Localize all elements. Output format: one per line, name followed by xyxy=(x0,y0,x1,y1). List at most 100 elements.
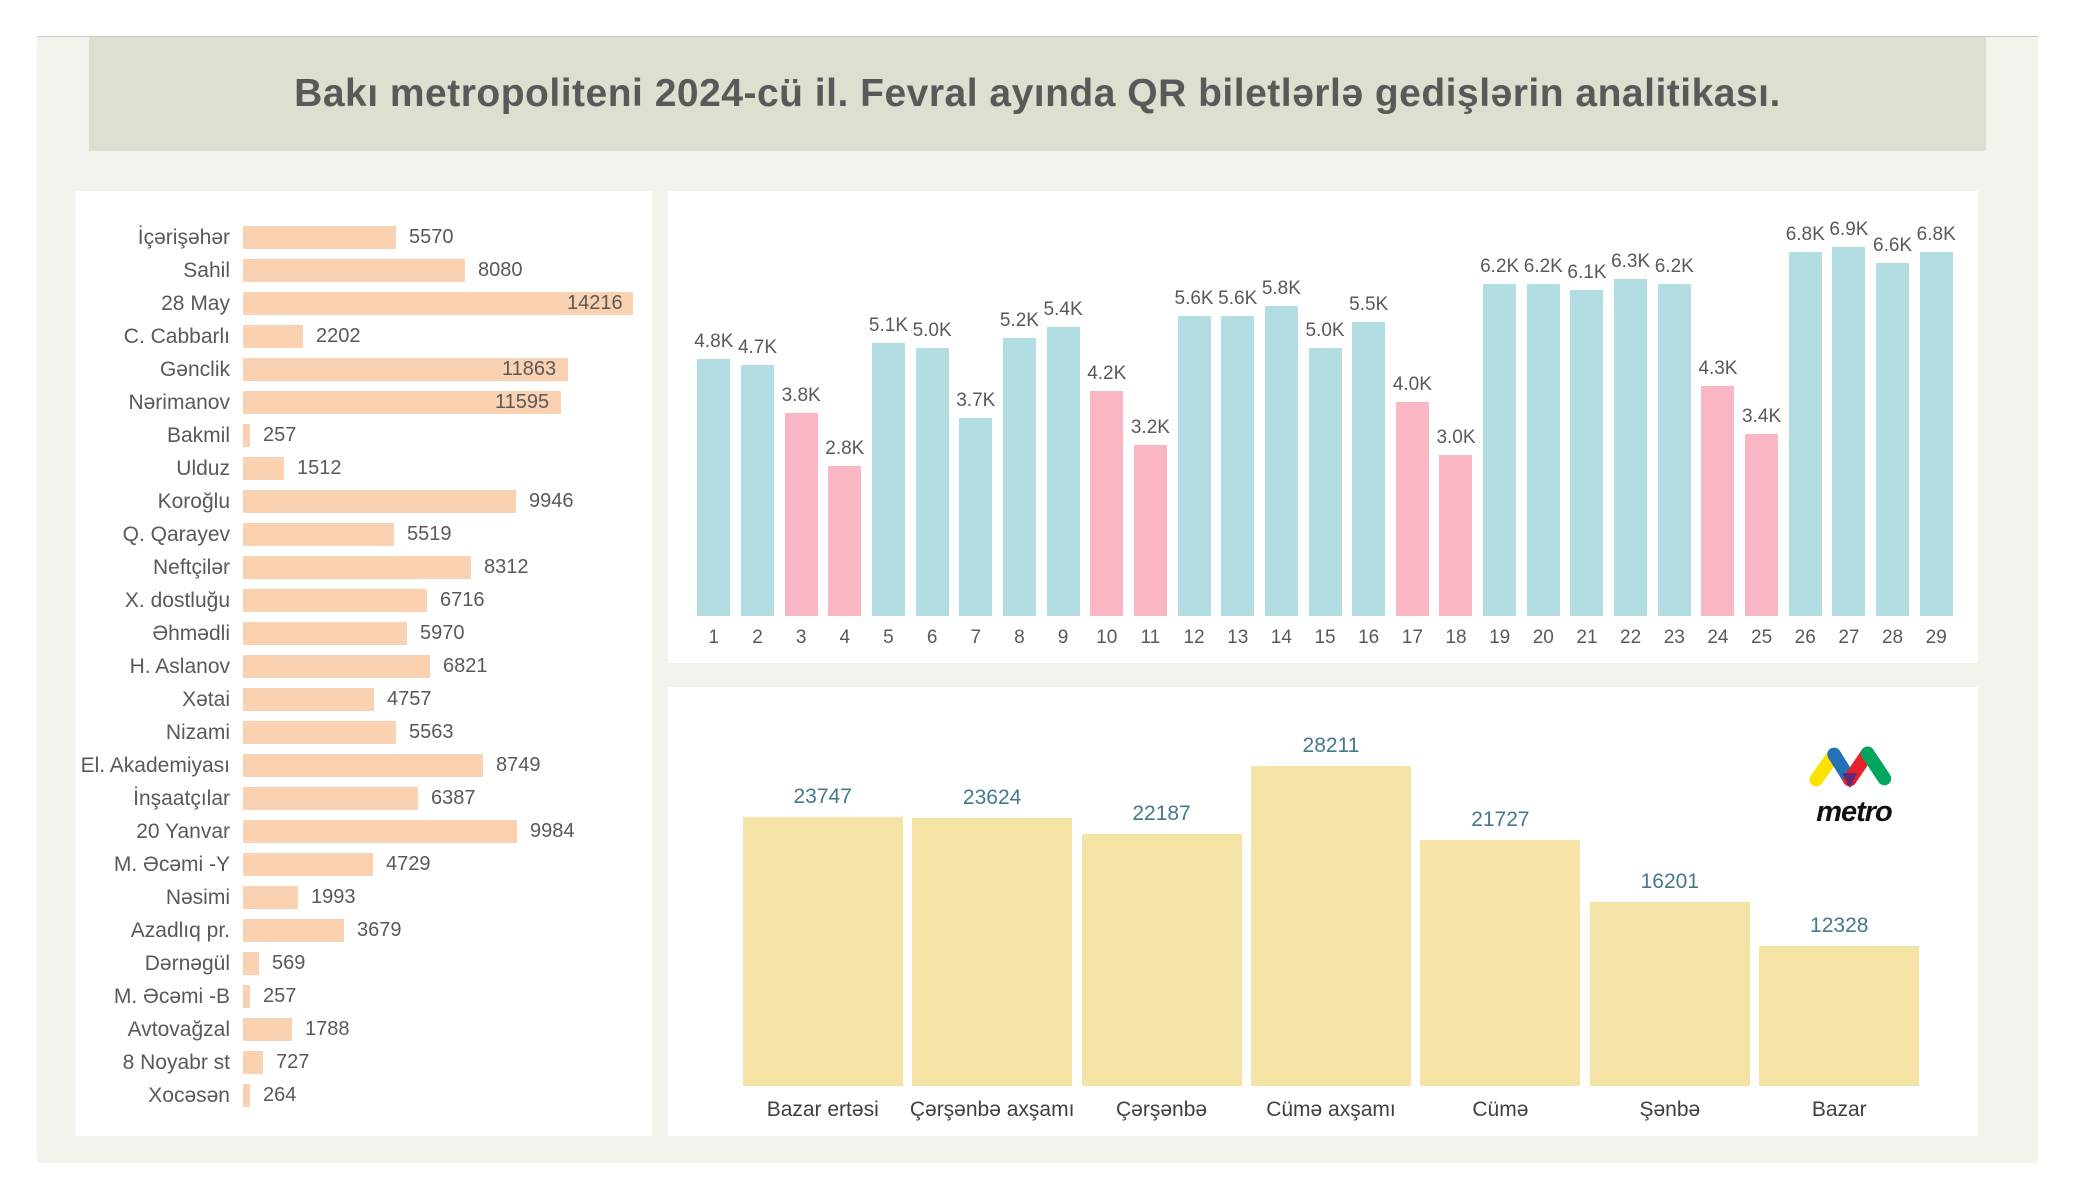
metro-logo: metro xyxy=(1788,745,1920,829)
weekday-axis-tick: Çərşənbə xyxy=(1116,1098,1208,1121)
station-row: Neftçilər 8312 xyxy=(75,551,637,584)
daily-bar[interactable] xyxy=(1832,247,1866,616)
weekday-bar[interactable] xyxy=(1420,840,1581,1086)
weekday-bar[interactable] xyxy=(1589,902,1750,1086)
station-bar[interactable] xyxy=(243,259,465,282)
station-bar-track: 11595 xyxy=(243,391,637,414)
daily-bar[interactable] xyxy=(1308,348,1342,616)
daily-bar[interactable] xyxy=(1526,284,1560,616)
daily-bar[interactable] xyxy=(1002,338,1036,616)
daily-bar[interactable] xyxy=(784,413,818,616)
station-bar[interactable] xyxy=(243,622,407,645)
weekday-bar[interactable] xyxy=(912,818,1073,1086)
daily-bar-value: 4.7K xyxy=(737,337,778,358)
daily-bar[interactable] xyxy=(697,359,731,616)
station-bar-track: 5970 xyxy=(243,622,637,645)
station-bar[interactable] xyxy=(243,919,344,942)
station-bar[interactable] xyxy=(243,952,259,975)
daily-bar[interactable] xyxy=(915,348,949,616)
station-bar[interactable] xyxy=(243,523,394,546)
station-bar[interactable] xyxy=(243,886,298,909)
report-canvas: Bakı metropoliteni 2024-cü il. Fevral ay… xyxy=(37,36,2038,1163)
station-bar[interactable] xyxy=(243,556,471,579)
daily-bar[interactable] xyxy=(1090,391,1124,616)
station-bar[interactable] xyxy=(243,655,430,678)
daily-axis-tick: 16 xyxy=(1358,627,1380,648)
daily-axis-tick: 27 xyxy=(1838,627,1860,648)
daily-bar[interactable] xyxy=(1701,386,1735,616)
daily-bar[interactable] xyxy=(1614,279,1648,616)
daily-bar[interactable] xyxy=(1133,445,1167,616)
daily-bar[interactable] xyxy=(1221,316,1255,616)
daily-bar[interactable] xyxy=(828,466,862,616)
station-row: Ulduz 1512 xyxy=(75,452,637,485)
daily-bar[interactable] xyxy=(871,343,905,616)
station-bar[interactable] xyxy=(243,754,483,777)
daily-axis-tick: 14 xyxy=(1270,627,1292,648)
station-value: 1993 xyxy=(311,886,356,908)
station-label: Əhmədli xyxy=(152,621,230,645)
station-bar[interactable] xyxy=(243,721,396,744)
daily-bar[interactable] xyxy=(1570,290,1604,616)
weekday-bar[interactable] xyxy=(1759,946,1920,1086)
station-label: Nəsimi xyxy=(165,885,230,909)
station-label: Nərimanov xyxy=(128,390,230,414)
station-label: Xocəsən xyxy=(148,1083,230,1107)
station-bar[interactable] xyxy=(243,292,633,315)
weekday-bar-value: 28211 xyxy=(1302,734,1360,757)
station-bar[interactable] xyxy=(243,688,374,711)
daily-chart-axis: 1 2 3 4 5 6 7 8 9 10 11 12 13 14 15 16 17 18 19 20 21 22 23 24 2… xyxy=(692,627,1958,653)
daily-bar-slot: 5.5K xyxy=(1347,294,1391,616)
daily-bar-slot: 4.3K xyxy=(1696,358,1740,616)
station-bar[interactable] xyxy=(243,1018,292,1041)
daily-bar-value: 4.0K xyxy=(1392,374,1432,395)
daily-bar[interactable] xyxy=(1439,455,1473,616)
daily-bar[interactable] xyxy=(1745,434,1779,616)
daily-bar-value: 5.4K xyxy=(1043,299,1083,320)
weekday-bar[interactable] xyxy=(1081,834,1242,1086)
daily-chart-plot: 4.8K 4.7K 3.8K 2.8K 5.1K 5.0K 3.7K 5.2K 5.4K 4.2K… xyxy=(692,191,1958,616)
station-value: 14216 xyxy=(567,292,623,314)
station-bar[interactable] xyxy=(243,820,517,843)
daily-bar[interactable] xyxy=(1657,284,1691,616)
station-bar[interactable] xyxy=(243,358,568,381)
station-bar[interactable] xyxy=(243,457,284,480)
station-bar-track: 3679 xyxy=(243,919,637,942)
station-bar[interactable] xyxy=(243,787,418,810)
station-bar[interactable] xyxy=(243,226,396,249)
station-bar[interactable] xyxy=(243,985,250,1008)
daily-axis-tick: 25 xyxy=(1751,627,1773,648)
daily-bar[interactable] xyxy=(1352,322,1386,616)
daily-bar[interactable] xyxy=(740,365,774,616)
station-bar[interactable] xyxy=(243,589,427,612)
daily-bar[interactable] xyxy=(1483,284,1517,616)
daily-bar[interactable] xyxy=(1264,306,1298,616)
station-row: Bakmil 257 xyxy=(75,419,637,452)
station-bar-track: 4729 xyxy=(243,853,637,876)
weekday-bar[interactable] xyxy=(742,817,903,1086)
daily-bar-slot: 4.7K xyxy=(736,337,780,616)
daily-bar[interactable] xyxy=(959,418,993,616)
daily-bar[interactable] xyxy=(1395,402,1429,616)
station-bar[interactable] xyxy=(243,853,373,876)
daily-bar[interactable] xyxy=(1177,316,1211,616)
daily-bar[interactable] xyxy=(1919,252,1953,616)
station-bar[interactable] xyxy=(243,1051,263,1074)
station-bar-track: 727 xyxy=(243,1051,637,1074)
daily-bar[interactable] xyxy=(1046,327,1080,616)
daily-bar-value: 3.2K xyxy=(1130,417,1170,438)
daily-bar[interactable] xyxy=(1876,263,1910,616)
station-bar[interactable] xyxy=(243,391,561,414)
station-bar[interactable] xyxy=(243,424,250,447)
station-label: İnşaatçılar xyxy=(133,786,230,810)
station-bar-track: 1788 xyxy=(243,1018,637,1041)
station-bar[interactable] xyxy=(243,490,516,513)
weekday-bar[interactable] xyxy=(1250,766,1411,1086)
daily-axis-tick: 9 xyxy=(1057,627,1069,648)
station-bar[interactable] xyxy=(243,325,303,348)
station-row: X. dostluğu 6716 xyxy=(75,584,637,617)
station-label: Q. Qarayev xyxy=(122,522,230,546)
weekday-bar-value: 23747 xyxy=(793,785,852,808)
daily-bar[interactable] xyxy=(1788,252,1822,616)
station-bar[interactable] xyxy=(243,1084,250,1107)
